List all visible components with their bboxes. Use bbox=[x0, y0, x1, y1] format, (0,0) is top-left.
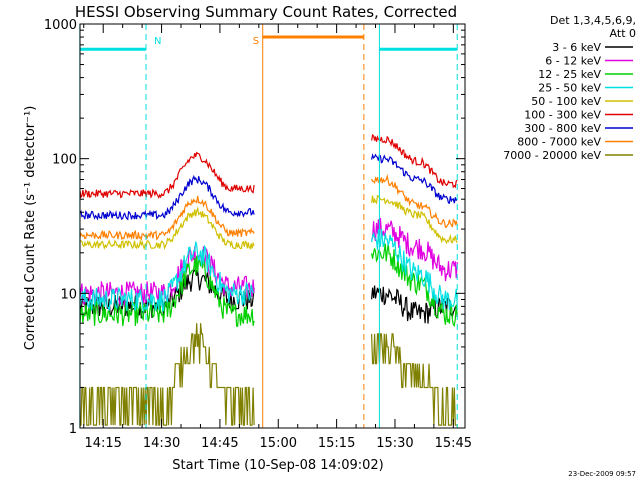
legend-label-300-800-kev: 300 - 800 keV bbox=[524, 122, 601, 135]
y-tick-label: 10 bbox=[60, 287, 77, 302]
legend-label-3-6-kev: 3 - 6 keV bbox=[552, 41, 601, 54]
y-axis-label: Corrected Count Rate (s⁻¹ detector⁻¹) bbox=[23, 106, 38, 351]
legend-label-25-50-kev: 25 - 50 keV bbox=[538, 82, 601, 95]
legend-label-6-12-kev: 6 - 12 keV bbox=[545, 55, 601, 68]
y-tick-label: 1 bbox=[69, 422, 77, 437]
legend-label-7000-20000-kev: 7000 - 20000 keV bbox=[503, 149, 601, 162]
x-tick-label: 15:15 bbox=[318, 436, 355, 451]
series-group bbox=[79, 133, 458, 426]
series-50-100-kev-segment-1 bbox=[79, 206, 255, 251]
series-100-300-kev-segment-1 bbox=[79, 151, 255, 199]
flag-s-label: S bbox=[253, 36, 259, 47]
series-12-25-kev-segment-1 bbox=[79, 255, 255, 328]
series-7000-20000-kev-segment-1 bbox=[80, 323, 255, 426]
series-800-7000-kev-segment-1 bbox=[79, 195, 255, 241]
footer-date: 23-Dec-2009 09:57 bbox=[568, 470, 636, 478]
x-tick-label: 14:30 bbox=[143, 436, 180, 451]
x-axis-label: Start Time (10-Sep-08 14:09:02) bbox=[172, 458, 383, 473]
series-6-12-kev-segment-2 bbox=[371, 217, 458, 282]
series-100-300-kev-segment-2 bbox=[371, 133, 458, 189]
series-7000-20000-kev-segment-2 bbox=[371, 333, 458, 426]
flag-n-label: N bbox=[154, 36, 161, 47]
legend-label-800-7000-kev: 800 - 7000 keV bbox=[517, 136, 601, 149]
legend-label-100-300-kev: 100 - 300 keV bbox=[524, 109, 601, 122]
series-300-800-kev-segment-2 bbox=[371, 152, 458, 204]
x-tick-label: 15:00 bbox=[260, 436, 297, 451]
legend-label-12-25-kev: 12 - 25 keV bbox=[538, 68, 601, 81]
legend-label-50-100-kev: 50 - 100 keV bbox=[531, 95, 601, 108]
axes-group: 1 10 100 1000 14:15 14:30 14:45 15:00 15:15 15:30… bbox=[44, 18, 472, 451]
y-tick-label: 100 bbox=[52, 153, 77, 168]
series-12-25-kev-segment-2 bbox=[371, 243, 458, 328]
legend-header-attenuator: Att 0 bbox=[610, 27, 636, 40]
series-800-7000-kev-segment-2 bbox=[371, 173, 458, 229]
series-300-800-kev-segment-1 bbox=[79, 174, 255, 221]
y-tick-label: 1000 bbox=[44, 18, 77, 33]
x-tick-label: 15:45 bbox=[435, 436, 472, 451]
plot-frame bbox=[79, 23, 466, 429]
series-25-50-kev-segment-2 bbox=[371, 228, 458, 310]
chart-title: HESSI Observing Summary Count Rates, Cor… bbox=[75, 3, 457, 21]
series-25-50-kev-segment-1 bbox=[79, 241, 255, 314]
legend-header-detectors: Det 1,3,4,5,6,9, bbox=[550, 14, 636, 27]
x-tick-label: 14:45 bbox=[201, 436, 238, 451]
x-tick-label: 14:15 bbox=[84, 436, 121, 451]
x-tick-label: 15:30 bbox=[376, 436, 413, 451]
series-50-100-kev-segment-2 bbox=[371, 194, 458, 245]
